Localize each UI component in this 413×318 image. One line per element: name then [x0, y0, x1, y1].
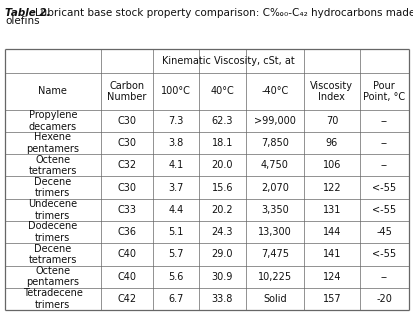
Text: 10,225: 10,225 — [257, 272, 291, 282]
Text: 5.6: 5.6 — [168, 272, 183, 282]
Text: 20.2: 20.2 — [211, 205, 233, 215]
Text: 2,070: 2,070 — [260, 183, 288, 193]
Text: 40°C: 40°C — [210, 86, 234, 96]
Text: -40°C: -40°C — [261, 86, 288, 96]
Text: C40: C40 — [117, 249, 136, 259]
Text: C40: C40 — [117, 272, 136, 282]
Text: C30: C30 — [117, 183, 136, 193]
Text: 157: 157 — [322, 294, 340, 304]
Text: Tetradecene
trimers: Tetradecene trimers — [23, 288, 83, 310]
Text: Kinematic Viscosity, cSt, at: Kinematic Viscosity, cSt, at — [162, 56, 294, 66]
Text: <-55: <-55 — [371, 205, 396, 215]
Text: Decene
trimers: Decene trimers — [34, 177, 71, 198]
Text: --: -- — [380, 138, 387, 148]
Text: 24.3: 24.3 — [211, 227, 233, 237]
Text: 3.7: 3.7 — [168, 183, 183, 193]
Text: Name: Name — [38, 86, 67, 96]
Text: 5.1: 5.1 — [168, 227, 183, 237]
Text: 6.7: 6.7 — [168, 294, 183, 304]
Text: 4,750: 4,750 — [260, 160, 288, 170]
Text: Table 2.: Table 2. — [5, 8, 50, 18]
Text: --: -- — [380, 272, 387, 282]
Text: 4.4: 4.4 — [168, 205, 183, 215]
Text: 122: 122 — [322, 183, 340, 193]
Text: 7,850: 7,850 — [260, 138, 288, 148]
Text: Undecene
trimers: Undecene trimers — [28, 199, 77, 221]
Text: Solid: Solid — [262, 294, 286, 304]
Text: Octene
tetramers: Octene tetramers — [28, 155, 77, 176]
Text: Viscosity
Index: Viscosity Index — [310, 81, 353, 102]
Text: -20: -20 — [375, 294, 392, 304]
Text: C42: C42 — [117, 294, 136, 304]
Text: Pour
Point, °C: Pour Point, °C — [363, 81, 404, 102]
Text: <-55: <-55 — [371, 249, 396, 259]
Text: >99,000: >99,000 — [253, 116, 295, 126]
Text: 13,300: 13,300 — [257, 227, 291, 237]
Text: C33: C33 — [117, 205, 136, 215]
Text: 106: 106 — [322, 160, 340, 170]
Text: Lubricant base stock property comparison: C‰₀‐C₄₂ hydrocarbons made from differe: Lubricant base stock property comparison… — [35, 8, 413, 18]
Text: 20.0: 20.0 — [211, 160, 233, 170]
Text: Decene
tetramers: Decene tetramers — [28, 244, 77, 265]
Text: 131: 131 — [322, 205, 340, 215]
Text: 18.1: 18.1 — [211, 138, 233, 148]
Text: --: -- — [380, 116, 387, 126]
Text: 3.8: 3.8 — [168, 138, 183, 148]
Text: 30.9: 30.9 — [211, 272, 233, 282]
Text: Propylene
decamers: Propylene decamers — [28, 110, 77, 132]
Text: 141: 141 — [322, 249, 340, 259]
Text: 4.1: 4.1 — [168, 160, 183, 170]
Text: 96: 96 — [325, 138, 337, 148]
Text: olefins: olefins — [5, 16, 40, 25]
Text: C36: C36 — [117, 227, 136, 237]
Text: 7.3: 7.3 — [168, 116, 183, 126]
Text: 3,350: 3,350 — [260, 205, 288, 215]
Text: 124: 124 — [322, 272, 340, 282]
Text: 29.0: 29.0 — [211, 249, 233, 259]
Text: 100°C: 100°C — [161, 86, 191, 96]
Text: 33.8: 33.8 — [211, 294, 233, 304]
Text: <-55: <-55 — [371, 183, 396, 193]
Text: 15.6: 15.6 — [211, 183, 233, 193]
Text: Carbon
Number: Carbon Number — [107, 81, 146, 102]
Text: 62.3: 62.3 — [211, 116, 233, 126]
Text: 70: 70 — [325, 116, 337, 126]
Text: 7,475: 7,475 — [260, 249, 288, 259]
Text: --: -- — [380, 160, 387, 170]
Text: Hexene
pentamers: Hexene pentamers — [26, 132, 79, 154]
Text: 144: 144 — [322, 227, 340, 237]
Text: Octene
pentamers: Octene pentamers — [26, 266, 79, 287]
Text: 5.7: 5.7 — [168, 249, 183, 259]
Text: C30: C30 — [117, 116, 136, 126]
Text: C30: C30 — [117, 138, 136, 148]
Text: -45: -45 — [375, 227, 392, 237]
Text: C32: C32 — [117, 160, 136, 170]
Text: Dodecene
trimers: Dodecene trimers — [28, 221, 77, 243]
